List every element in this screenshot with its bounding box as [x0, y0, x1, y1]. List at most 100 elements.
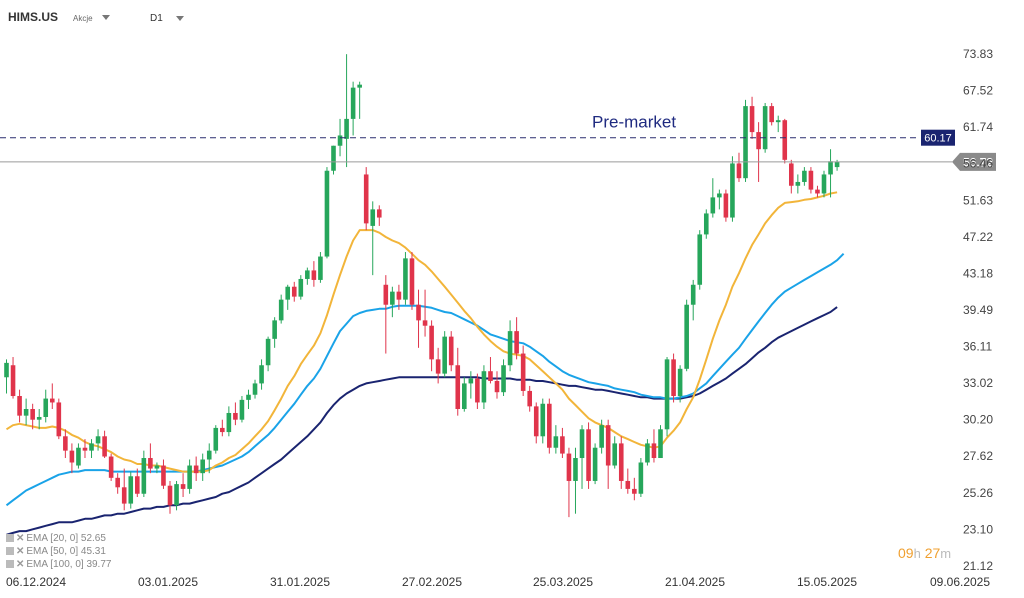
candle-body	[664, 359, 670, 430]
candle-9	[63, 429, 68, 459]
candle-50	[331, 145, 336, 175]
candle-body	[23, 409, 29, 416]
y-tick-label-8: 36.11	[963, 340, 992, 354]
y-tick-label-6: 43.18	[963, 266, 993, 280]
candle-32	[213, 425, 219, 454]
candle-24	[161, 459, 166, 489]
candle-body	[462, 383, 467, 410]
legend-value: 39.77	[86, 559, 112, 570]
candle-120	[789, 159, 794, 194]
settings-icon[interactable]	[6, 534, 14, 542]
ema100-line	[6, 306, 838, 536]
candle-body	[344, 118, 349, 139]
candle-body	[49, 398, 55, 403]
candle-body	[403, 258, 408, 300]
y-tick-label-13: 23.10	[963, 522, 993, 536]
candle-body	[148, 458, 153, 469]
candle-104	[684, 299, 689, 372]
y-axis: 73.83 67.52 61.74 56.46 51.63 47.22 43.18 39.49…	[963, 47, 993, 573]
settings-icon[interactable]	[6, 560, 14, 568]
settings-icon[interactable]	[6, 547, 14, 555]
candle-body	[560, 436, 565, 454]
candle-16	[108, 453, 114, 481]
candle-27	[180, 473, 186, 498]
candle-61	[403, 252, 408, 305]
candle-73	[481, 365, 487, 410]
candle-body	[651, 443, 657, 459]
legend-params: [50, 0]	[50, 546, 79, 557]
x-tick-label-1: 03.01.2025	[138, 575, 198, 589]
candle-body	[318, 256, 323, 280]
candle-64	[422, 289, 428, 337]
candle-119	[782, 118, 788, 164]
x-tick-label-7: 09.06.2025	[930, 575, 990, 589]
candle-95	[625, 468, 631, 494]
timeframe-dropdown-icon[interactable]	[176, 16, 184, 21]
candle-42	[278, 294, 284, 324]
candle-body	[383, 284, 389, 305]
candle-41	[272, 317, 277, 348]
candle-body	[547, 403, 552, 448]
candle-body	[278, 299, 284, 321]
candle-body	[259, 365, 264, 384]
candle-body	[468, 378, 474, 384]
y-tick-label-4: 51.63	[963, 193, 993, 207]
candle-85	[560, 427, 565, 459]
timeframe-label[interactable]: D1	[150, 13, 163, 24]
legend-value: 52.65	[80, 533, 106, 544]
candle-body	[775, 120, 781, 123]
candle-body	[305, 270, 310, 279]
candle-74	[488, 357, 493, 384]
symbol-dropdown-icon[interactable]	[102, 15, 110, 20]
candle-23	[154, 462, 160, 474]
candle-body	[723, 193, 729, 218]
candle-72	[475, 373, 480, 410]
candle-87	[573, 447, 578, 514]
candle-body	[370, 209, 376, 226]
candle-19	[128, 471, 134, 509]
candle-70	[462, 377, 467, 412]
candle-body	[612, 443, 618, 466]
candle-47	[311, 261, 317, 287]
candle-body	[514, 331, 519, 354]
remove-icon[interactable]: ✕	[16, 533, 25, 544]
candle-body	[625, 480, 631, 489]
legend-params: [20, 0]	[50, 533, 79, 544]
candle-body	[376, 209, 382, 218]
remove-icon[interactable]: ✕	[16, 546, 25, 557]
x-tick-label-0: 06.12.2024	[6, 575, 66, 589]
candle-75	[494, 371, 500, 399]
candle-body	[206, 450, 212, 460]
candle-97	[638, 458, 644, 498]
candle-117	[769, 102, 774, 126]
candle-86	[566, 447, 572, 518]
candle-body	[331, 145, 336, 171]
candle-body	[684, 304, 689, 369]
timer-hours: 09	[898, 545, 914, 561]
candle-body	[30, 409, 35, 420]
candle-11	[76, 443, 81, 469]
candle-60	[396, 284, 402, 310]
legend-row-ema20: ✕ EMA [20, 0] 52.65	[6, 532, 111, 545]
candle-body	[645, 443, 650, 463]
candle-106	[697, 230, 703, 290]
candle-body	[128, 476, 134, 504]
candle-body	[363, 174, 369, 224]
candle-66	[435, 347, 441, 384]
candle-body	[605, 425, 611, 466]
remove-icon[interactable]: ✕	[16, 559, 25, 570]
candle-1	[10, 357, 16, 399]
candle-108	[710, 178, 716, 218]
candle-99	[651, 429, 657, 463]
candle-body	[795, 181, 801, 186]
symbol-label[interactable]: HIMS.US	[8, 10, 59, 24]
candle-96	[632, 477, 637, 501]
candle-body	[658, 429, 663, 459]
candle-body	[200, 459, 205, 474]
candle-34	[226, 406, 232, 437]
candle-35	[233, 402, 238, 426]
candle-84	[553, 425, 559, 454]
y-tick-label-11: 27.62	[963, 449, 993, 463]
candle-body	[632, 488, 637, 494]
